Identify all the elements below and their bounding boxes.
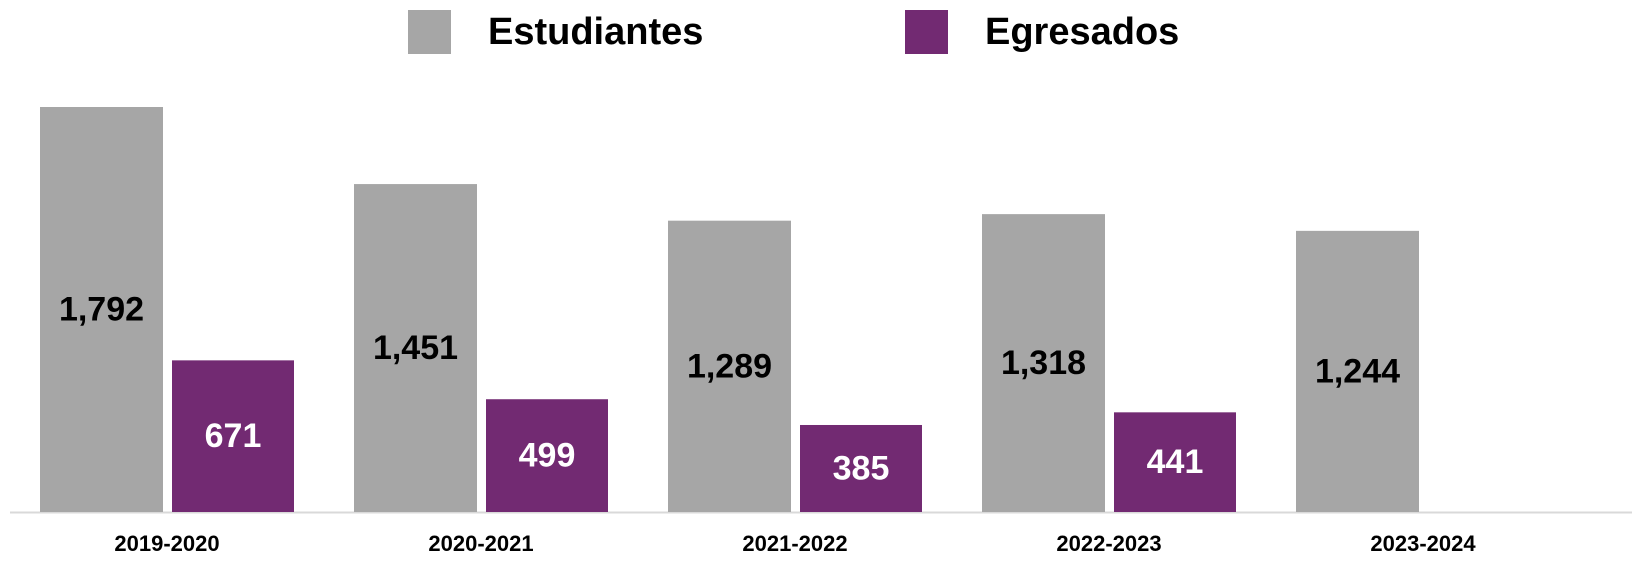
data-label: 499: [519, 437, 576, 475]
bar: [1296, 230, 1419, 512]
legend-label: Estudiantes: [488, 11, 703, 53]
legend-swatch: [408, 10, 451, 54]
data-label: 1,792: [59, 290, 144, 328]
x-tick-label: 2023-2024: [1370, 531, 1476, 556]
data-label: 1,289: [687, 347, 772, 385]
x-tick-label: 2019-2020: [114, 531, 219, 556]
legend-label: Egresados: [985, 11, 1179, 53]
data-label: 1,244: [1315, 352, 1400, 390]
x-tick-label: 2020-2021: [428, 531, 533, 556]
bar: [486, 399, 608, 512]
x-tick-label: 2021-2022: [742, 531, 847, 556]
data-label: 441: [1147, 443, 1204, 481]
bar: [40, 107, 163, 512]
bar: [982, 214, 1105, 513]
bar: [354, 184, 477, 513]
bar: [800, 424, 922, 512]
bar: [1114, 412, 1236, 512]
bar: [172, 360, 294, 512]
data-label: 1,318: [1001, 344, 1086, 382]
bar: [668, 220, 791, 513]
legend-swatch: [905, 10, 948, 54]
data-label: 385: [833, 449, 890, 487]
data-label: 1,451: [373, 329, 458, 367]
x-tick-label: 2022-2023: [1056, 531, 1161, 556]
data-label: 671: [205, 417, 262, 455]
